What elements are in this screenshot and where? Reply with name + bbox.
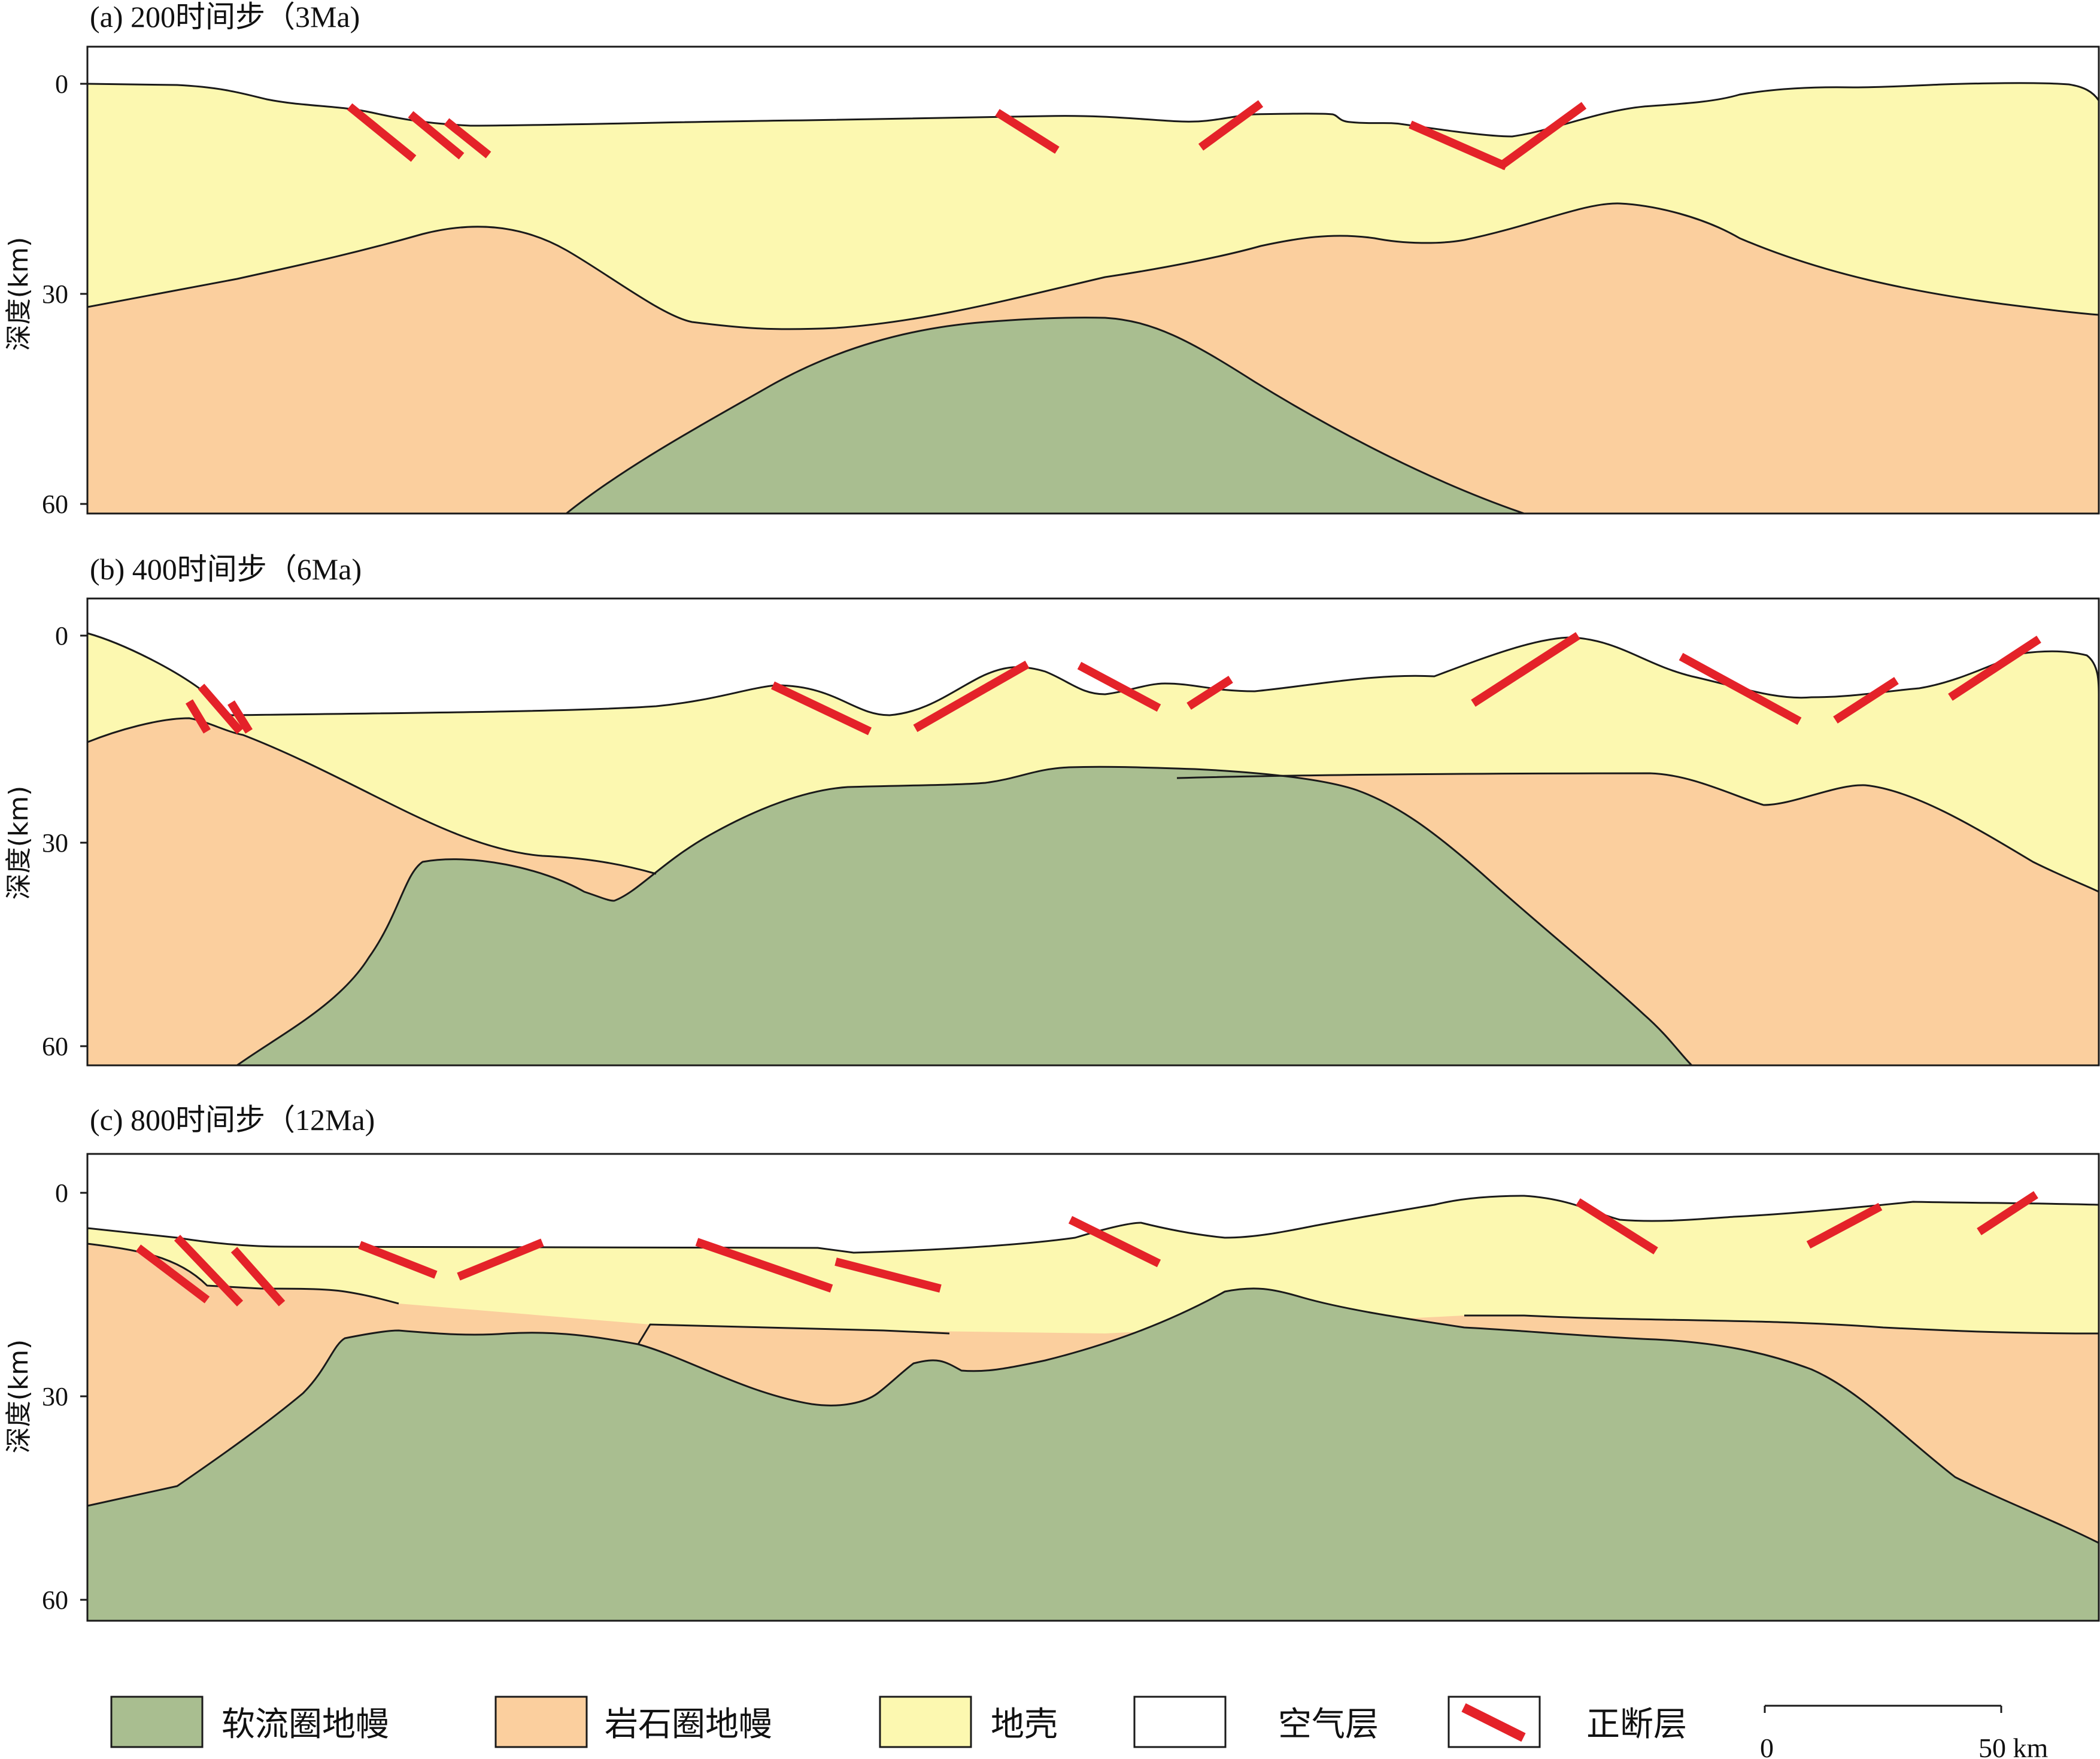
legend: 软流圈地幔 岩石圈地幔 地壳 空气层 正断层 0 50 km [110,1696,2049,1759]
panel-c-asthenosphere [87,1288,2099,1621]
legend-item-air: 空气层 [1133,1696,1379,1748]
legend-swatch-crust [879,1696,972,1748]
legend-label: 岩石圈地幔 [605,1705,772,1744]
normal-fault [408,111,465,160]
panel-c-y-axis: 0 30 60 深度(km) [4,1178,87,1615]
y-tick-label: 30 [42,1382,68,1411]
scale-bar: 0 50 km [1760,1705,2049,1759]
y-axis-label: 深度(km) [4,237,34,351]
y-tick-label: 60 [42,490,68,519]
normal-fault [1409,120,1508,171]
normal-fault [834,1257,942,1293]
panel-b-y-axis: 0 30 60 深度(km) [4,621,87,1061]
legend-item-fault: 正断层 [1447,1696,1687,1748]
normal-fault [227,700,253,734]
y-tick-label: 60 [42,1032,68,1061]
y-tick-label: 30 [42,828,68,858]
legend-item-asthenosphere: 软流圈地幔 [110,1696,389,1748]
y-tick-label: 0 [55,69,68,99]
normal-fault [185,699,211,734]
panel-b: (b) 400时间步（6Ma) [4,552,2100,1067]
panel-c-faults [135,1191,2038,1307]
normal-fault [1948,636,2041,701]
normal-fault [347,103,417,162]
panel-c-title: (c) 800时间步（12Ma) [90,1103,375,1137]
scale-bar-end-label: 50 km [1978,1733,2049,1759]
normal-fault [1977,1191,2038,1235]
normal-fault [913,660,1030,733]
normal-fault [770,681,872,736]
normal-fault [1186,676,1233,710]
panel-a-asthenosphere [566,317,1524,514]
normal-fault [358,1241,438,1279]
y-tick-label: 0 [55,621,68,651]
legend-swatch-lithosphere [494,1696,588,1748]
panel-b-boundaries [87,632,2100,1067]
legend-item-crust: 地壳 [879,1696,1058,1748]
normal-fault [457,1238,544,1281]
panel-a-faults [347,100,1587,171]
normal-fault [1077,661,1161,712]
panel-b-frame [86,597,2100,1067]
y-tick-label: 30 [42,280,68,309]
normal-fault [444,118,491,159]
panel-a-boundaries [87,82,2100,515]
legend-swatch-asthenosphere [110,1696,204,1748]
normal-fault [198,683,244,734]
y-axis-label: 深度(km) [4,1339,34,1454]
normal-fault [1471,632,1580,707]
legend-label: 正断层 [1586,1705,1687,1744]
legend-item-lithosphere: 岩石圈地幔 [494,1696,772,1748]
y-tick-label: 0 [55,1178,68,1208]
legend-label: 空气层 [1278,1705,1379,1744]
normal-fault [1497,102,1587,170]
normal-fault [1198,100,1264,151]
normal-fault [1679,652,1802,725]
normal-fault [1806,1202,1883,1249]
panel-a-y-axis: 0 30 60 深度(km) [4,69,87,519]
normal-fault [1833,677,1899,724]
panel-c: (c) 800时间步（12Ma) [4,1103,2100,1622]
normal-fault [1068,1216,1161,1268]
panel-c-frame [86,1153,2100,1622]
panel-b-asthenosphere [237,767,1692,1065]
y-axis-label: 深度(km) [4,786,34,900]
normal-fault [230,1247,286,1307]
panel-c-boundaries [87,1195,2099,1544]
normal-fault [135,1244,210,1304]
legend-label: 地壳 [991,1705,1058,1744]
scale-bar-start-label: 0 [1760,1733,1774,1759]
normal-fault [1576,1198,1658,1254]
normal-fault [174,1235,244,1307]
normal-fault [995,109,1060,154]
panel-b-title: (b) 400时间步（6Ma) [90,552,362,586]
normal-fault-symbol [1461,1703,1526,1742]
normal-fault [695,1238,833,1293]
panel-a-frame [86,45,2100,515]
panel-b-faults [185,632,2041,736]
y-tick-label: 60 [42,1585,68,1615]
panel-a-title: (a) 200时间步（3Ma) [90,0,360,34]
legend-swatch-air [1133,1696,1227,1748]
legend-label: 软流圈地幔 [221,1705,389,1744]
panel-a: (a) 200时间步（3Ma) [4,0,2100,519]
